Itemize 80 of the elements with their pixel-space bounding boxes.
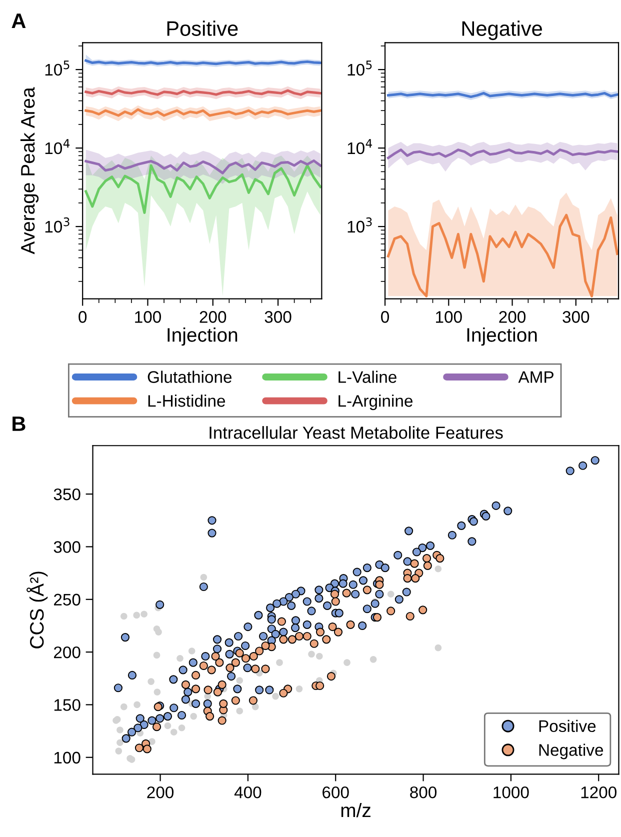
y-tick-label: 200: [54, 646, 80, 658]
point: [252, 703, 259, 710]
x-tick-label: 300: [264, 311, 292, 323]
x-tick-label: 200: [499, 311, 526, 323]
legend-label: Negative: [539, 744, 604, 760]
line-series: [84, 159, 322, 174]
point: [120, 703, 128, 710]
chart-title: Positive: [167, 20, 238, 36]
line-series: [84, 108, 322, 117]
point: [200, 574, 208, 581]
y-axis-title: CCS (Å²): [26, 572, 48, 648]
y-tick-label: 10$^{5}$: [348, 60, 372, 76]
text: A: [12, 14, 26, 28]
y-tick-label: 150: [54, 699, 80, 711]
y-tick-label: 350: [54, 488, 80, 500]
point: [370, 656, 377, 663]
point: [115, 748, 122, 754]
point: [272, 692, 279, 700]
point: [190, 712, 197, 720]
y-axis-title: Average Peak Area: [20, 87, 39, 254]
y-tick-label: 10$^{5}$: [45, 60, 70, 76]
x-tick-label: 200: [147, 786, 174, 798]
point: [154, 688, 161, 696]
x-axis-title: m/z: [341, 802, 370, 818]
legend-label: Glutathione: [148, 370, 232, 383]
point: [316, 652, 323, 660]
x-tick-label: 300: [562, 311, 590, 323]
point: [276, 659, 283, 666]
point: [116, 739, 124, 746]
point: [387, 590, 394, 598]
y-tick-label: 250: [54, 594, 80, 606]
y-tick-label: 10$^{3}$: [348, 217, 372, 233]
point: [178, 724, 186, 732]
y-tick-label: 300: [54, 541, 80, 553]
line-series: [386, 214, 618, 298]
x-axis-title: Injection: [467, 328, 537, 346]
y-tick-label: 10$^{3}$: [45, 217, 70, 233]
line-series: [386, 148, 618, 160]
point: [308, 650, 315, 658]
y-tick-label: 10$^{4}$: [45, 139, 70, 154]
legend-label: L-Valine: [338, 370, 396, 383]
point: [434, 565, 442, 572]
x-tick-label: 1200: [581, 786, 616, 798]
point: [155, 628, 162, 636]
chart-title: Negative: [462, 20, 542, 40]
x-tick-label: 400: [234, 786, 262, 798]
point: [296, 686, 303, 692]
point: [148, 678, 154, 685]
x-tick-label: 600: [322, 786, 349, 798]
point: [116, 726, 124, 734]
legend-label: L-Histidine: [148, 394, 226, 407]
point: [120, 612, 128, 620]
text: B: [12, 416, 26, 431]
y-tick-label: 100: [54, 752, 80, 764]
x-tick-label: 100: [135, 311, 161, 323]
x-tick-label: 0: [381, 311, 390, 323]
point: [164, 722, 172, 730]
legend-label: Positive: [539, 720, 596, 732]
point: [133, 612, 140, 619]
x-tick-label: 1000: [494, 786, 529, 798]
point: [153, 652, 160, 659]
legend-label: L-Arginine: [338, 394, 412, 410]
point: [434, 644, 442, 652]
point: [140, 610, 148, 618]
point: [176, 654, 184, 662]
point: [344, 659, 350, 666]
point: [236, 708, 244, 714]
x-tick-label: 0: [78, 311, 87, 323]
point: [134, 701, 140, 708]
point: [170, 728, 178, 736]
line-series: [84, 164, 322, 214]
x-axis-title: Injection: [168, 328, 238, 346]
point: [236, 677, 244, 684]
x-tick-label: 800: [410, 786, 437, 798]
x-tick-label: 100: [436, 311, 462, 323]
chart-title: Intracellular Yeast Metabolite Features: [210, 426, 503, 439]
point: [188, 648, 196, 654]
y-tick-label: 10$^{4}$: [348, 139, 372, 154]
legend-label: AMP: [518, 371, 554, 383]
x-tick-label: 200: [200, 311, 226, 323]
